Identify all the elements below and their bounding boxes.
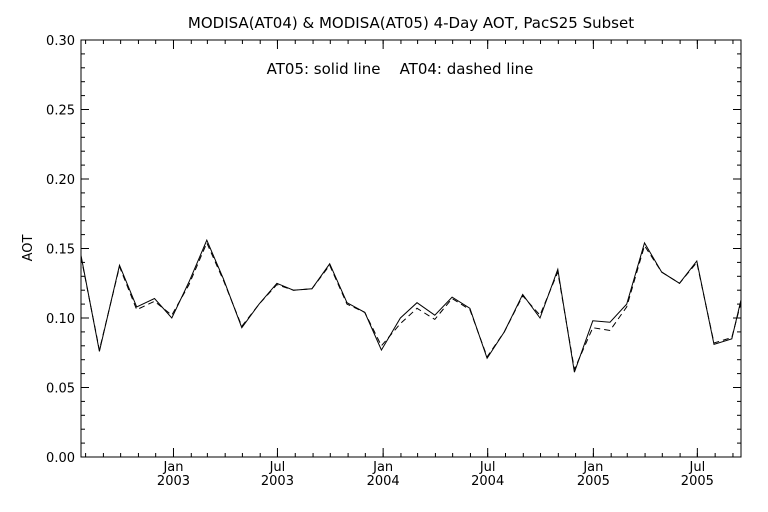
x-tick-label-month: Jul (269, 460, 286, 475)
y-tick-label: 0.05 (46, 382, 75, 397)
series-line-at04 (80, 241, 742, 372)
y-axis-label: AOT (21, 235, 36, 262)
legend-annotation: AT05: solid line AT04: dashed line (267, 60, 534, 78)
x-tick-label-year: 2003 (261, 474, 294, 489)
y-tick-label: 0.00 (46, 451, 75, 466)
x-tick-label-month: Jan (582, 460, 603, 475)
chart-title: MODISA(AT04) & MODISA(AT05) 4-Day AOT, P… (188, 14, 634, 32)
x-tick-label-year: 2004 (471, 474, 504, 489)
y-tick-label: 0.15 (46, 243, 75, 258)
x-tick-label-month: Jan (162, 460, 183, 475)
y-tick-label: 0.20 (46, 173, 75, 188)
y-tick-label: 0.10 (46, 312, 75, 327)
x-tick-label-month: Jan (372, 460, 393, 475)
x-tick-label-month: Jul (689, 460, 706, 475)
plot-frame (80, 39, 742, 458)
x-tick-label-year: 2003 (157, 474, 190, 489)
y-tick-label: 0.25 (46, 104, 75, 119)
y-tick-label: 0.30 (46, 34, 75, 49)
x-tick-label-year: 2004 (367, 474, 400, 489)
x-tick-label-year: 2005 (681, 474, 714, 489)
x-tick-label-month: Jul (479, 460, 496, 475)
series-line-at05 (80, 238, 742, 373)
x-tick-label-year: 2005 (577, 474, 610, 489)
